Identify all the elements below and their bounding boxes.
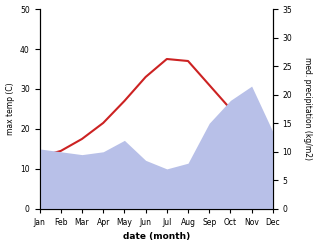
Y-axis label: med. precipitation (kg/m2): med. precipitation (kg/m2) <box>303 58 313 161</box>
X-axis label: date (month): date (month) <box>123 232 190 242</box>
Y-axis label: max temp (C): max temp (C) <box>5 83 15 135</box>
